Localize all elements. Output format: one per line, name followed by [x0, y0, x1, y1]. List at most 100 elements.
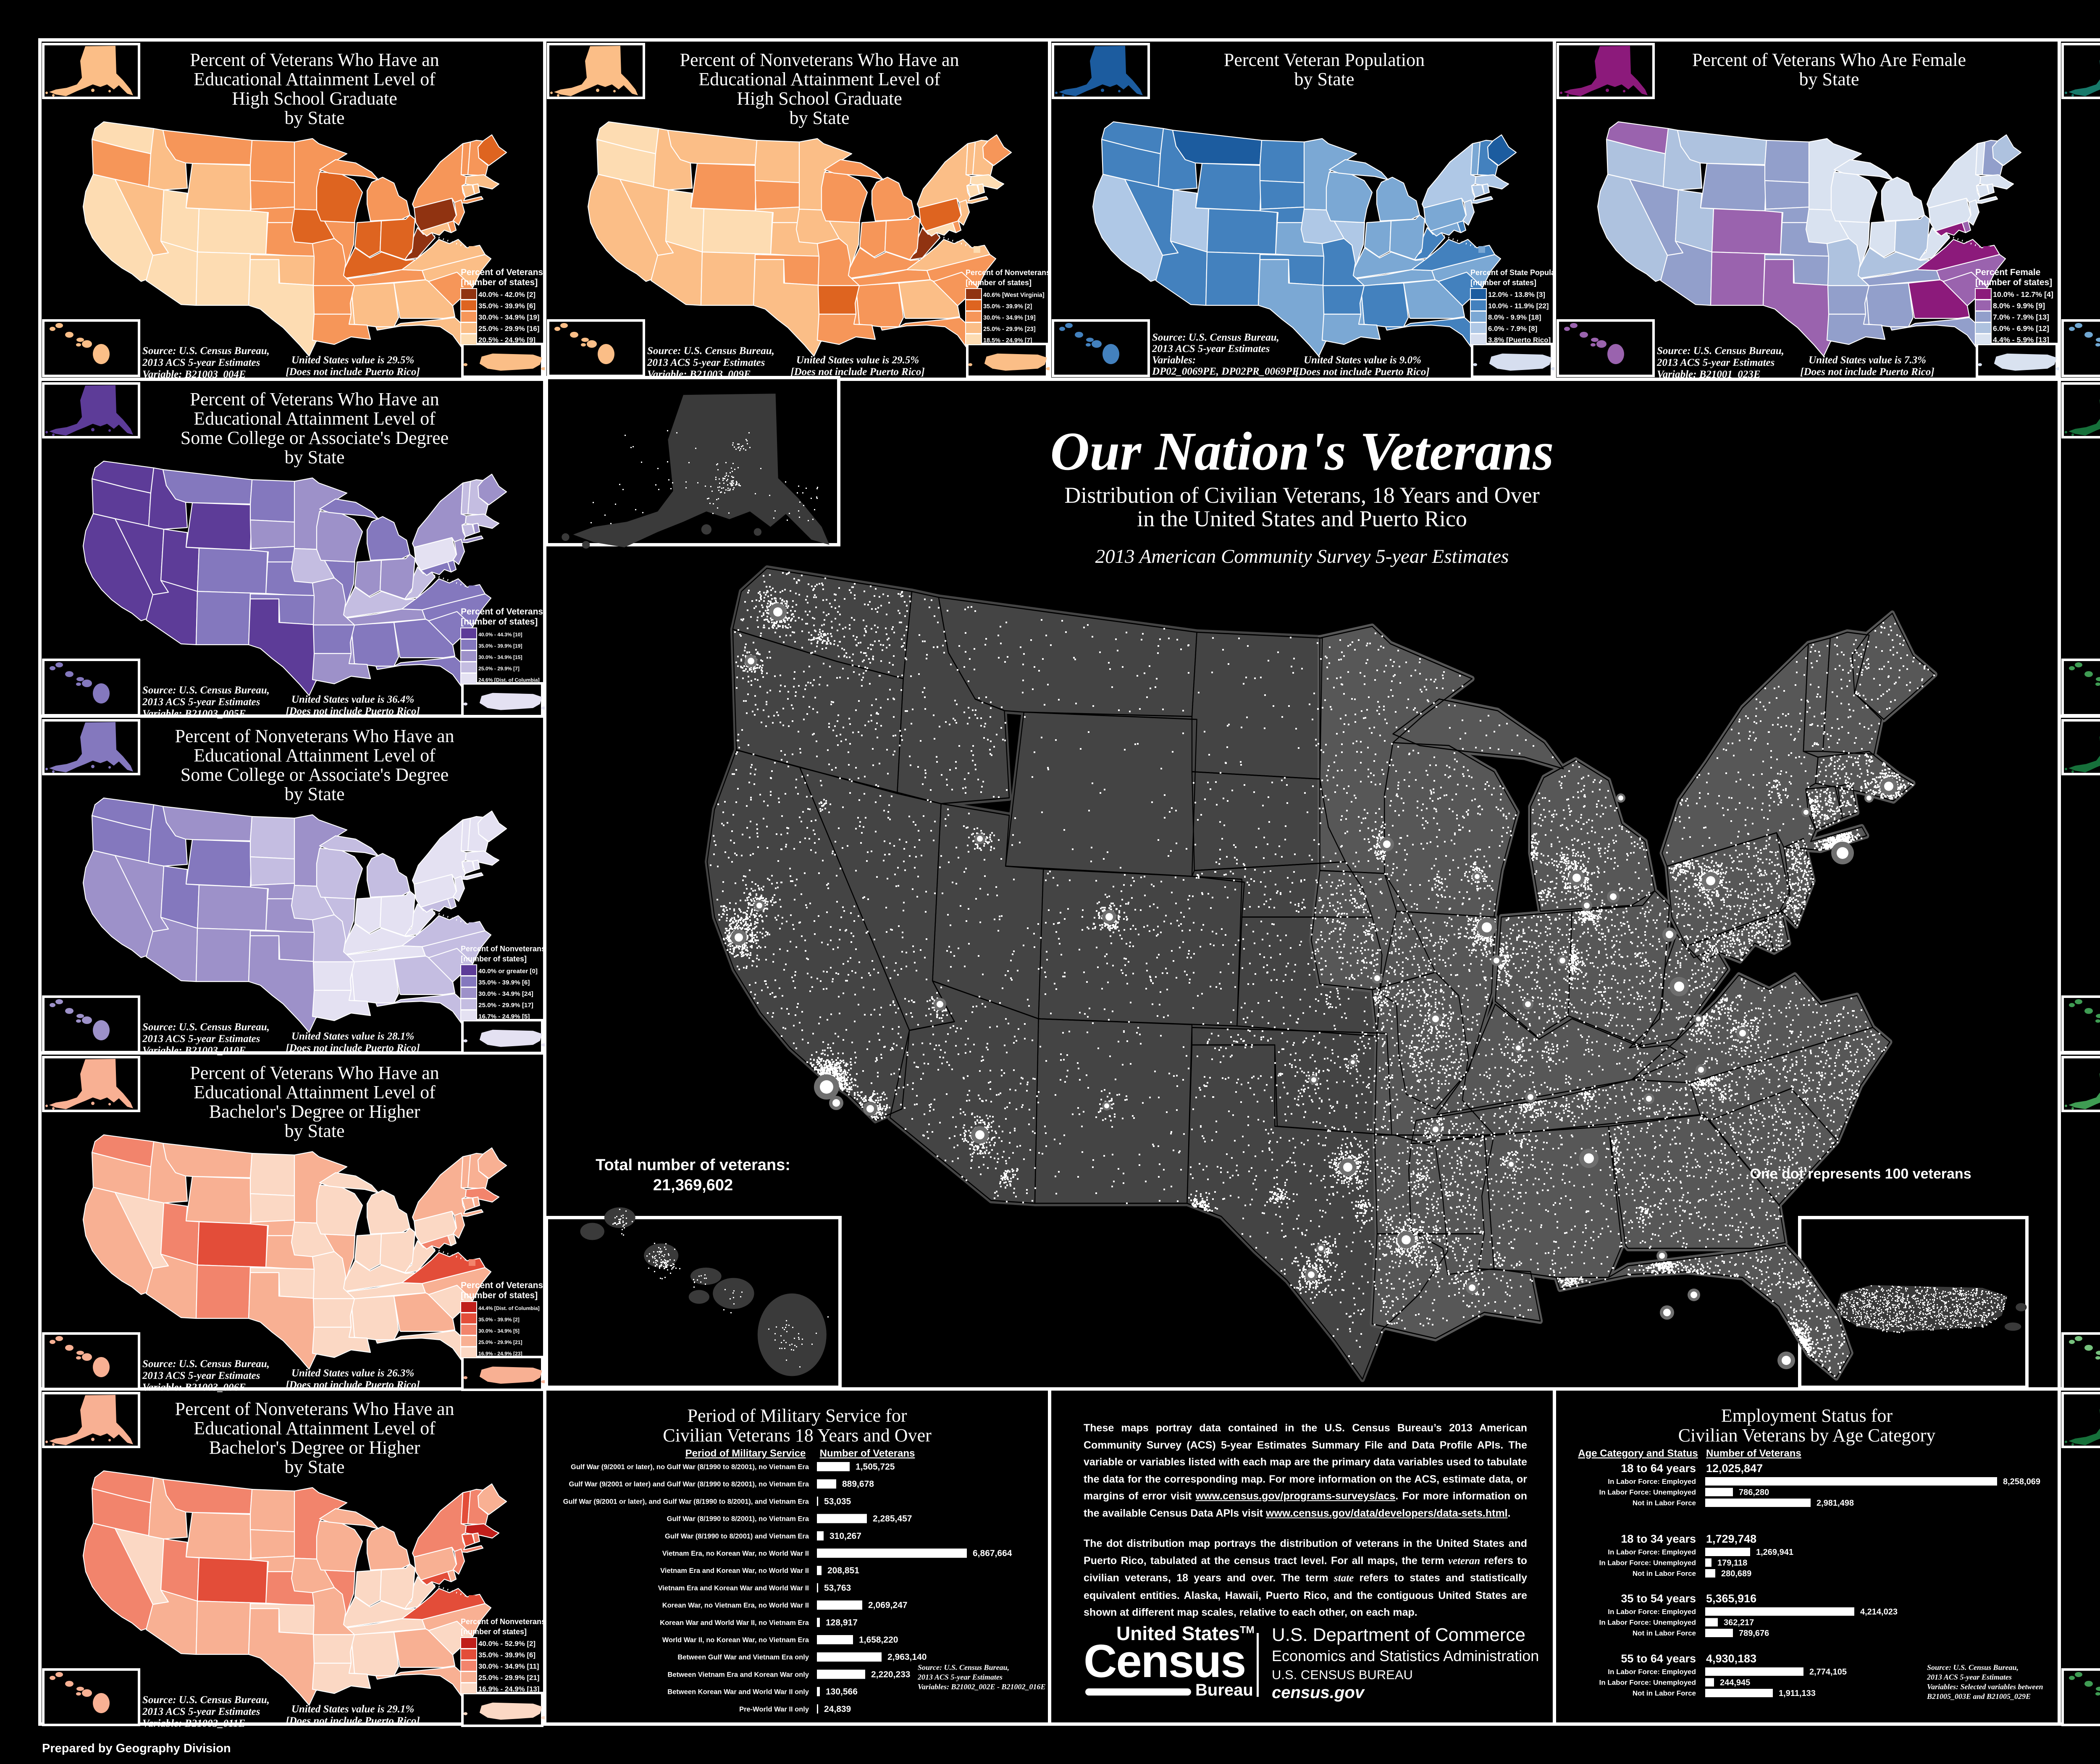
svg-text:35 to 54 years: 35 to 54 years: [1621, 1592, 1696, 1605]
svg-text:Variable: B21003_011E: Variable: B21003_011E: [142, 1718, 245, 1728]
svg-text:Gulf War (8/1990 to 8/2001), n: Gulf War (8/1990 to 8/2001), no Vietnam …: [667, 1515, 809, 1523]
svg-text:United States value is 29.1%: United States value is 29.1%: [291, 1704, 414, 1715]
svg-text:16.9% - 24.9% [13]: 16.9% - 24.9% [13]: [478, 1685, 539, 1693]
svg-text:40.6% [West Virginia]: 40.6% [West Virginia]: [983, 292, 1045, 299]
svg-text:One dot represents 100 veteran: One dot represents 100 veterans: [1750, 1166, 1971, 1182]
svg-text:310,267: 310,267: [830, 1531, 861, 1541]
svg-text:Percent of Nonveterans: Percent of Nonveterans: [966, 268, 1050, 277]
svg-text:25.0% - 29.9% [7]: 25.0% - 29.9% [7]: [478, 666, 520, 672]
svg-text:Vietnam Era, no Korean War, no: Vietnam Era, no Korean War, no World War…: [662, 1550, 809, 1557]
svg-text:35.0% - 39.9% [6]: 35.0% - 39.9% [6]: [478, 302, 536, 310]
svg-text:25.0% - 29.9% [21]: 25.0% - 29.9% [21]: [478, 1674, 539, 1682]
svg-text:2013 American Community Survey: 2013 American Community Survey 5-year Es…: [1095, 546, 1509, 567]
svg-text:Variables: Selected variables: Variables: Selected variables between: [1927, 1683, 2043, 1691]
svg-text:2,981,498: 2,981,498: [1816, 1499, 1854, 1508]
svg-text:7.0% - 7.9% [13]: 7.0% - 7.9% [13]: [1993, 313, 2049, 321]
svg-text:35.0% - 39.9% [19]: 35.0% - 39.9% [19]: [478, 643, 522, 649]
svg-text:18 to 34 years: 18 to 34 years: [1621, 1533, 1696, 1545]
svg-text:Total number of veterans:: Total number of veterans:: [596, 1156, 790, 1174]
svg-text:In Labor Force: Employed: In Labor Force: Employed: [1608, 1608, 1696, 1616]
svg-text:[number of states]: [number of states]: [461, 278, 538, 287]
svg-text:Source: U.S. Census Bureau,: Source: U.S. Census Bureau,: [142, 1358, 270, 1370]
svg-text:18 to 64 years: 18 to 64 years: [1621, 1462, 1696, 1475]
svg-text:Source: U.S. Census Bureau,: Source: U.S. Census Bureau,: [142, 1694, 270, 1706]
svg-text:[Does not include Puerto Rico]: [Does not include Puerto Rico]: [286, 706, 420, 717]
svg-text:Variable: B21003_005E: Variable: B21003_005E: [142, 708, 246, 719]
svg-text:889,678: 889,678: [842, 1479, 874, 1489]
svg-text:In Labor Force: Employed: In Labor Force: Employed: [1608, 1478, 1696, 1486]
svg-text:[number of states]: [number of states]: [461, 1628, 527, 1636]
svg-text:2013 ACS 5-year Estimates: 2013 ACS 5-year Estimates: [1656, 357, 1774, 368]
svg-text:1,269,941: 1,269,941: [1756, 1548, 1793, 1557]
svg-text:Source: U.S. Census Bureau,: Source: U.S. Census Bureau,: [1657, 345, 1784, 357]
svg-text:44.4% [Dist. of Columbia]: 44.4% [Dist. of Columbia]: [478, 1305, 540, 1311]
svg-text:53,035: 53,035: [824, 1496, 851, 1506]
svg-text:Employment Status for: Employment Status for: [1721, 1405, 1893, 1426]
svg-text:by State: by State: [285, 108, 345, 128]
svg-text:2013 ACS 5-year Estimates: 2013 ACS 5-year Estimates: [142, 357, 260, 368]
svg-text:[number of states]: [number of states]: [1975, 278, 2052, 287]
svg-text:Source: U.S. Census Bureau,: Source: U.S. Census Bureau,: [1927, 1663, 2019, 1672]
svg-text:[number of states]: [number of states]: [966, 278, 1032, 287]
svg-text:DP02_0069PE, DP02PR_0069PE: DP02_0069PE, DP02PR_0069PE: [1152, 366, 1299, 377]
svg-text:Gulf War (9/2001 or later), an: Gulf War (9/2001 or later), and Gulf War…: [563, 1498, 809, 1505]
svg-text:35.0% - 39.9% [6]: 35.0% - 39.9% [6]: [478, 1651, 536, 1659]
svg-text:10.0% - 12.7% [4]: 10.0% - 12.7% [4]: [1993, 290, 2053, 299]
svg-text:Percent of Veterans: Percent of Veterans: [461, 268, 543, 277]
svg-text:[number of states]: [number of states]: [461, 1291, 538, 1300]
svg-text:4,214,023: 4,214,023: [1860, 1607, 1898, 1617]
svg-text:Vietnam Era and Korean War and: Vietnam Era and Korean War and World War…: [658, 1584, 809, 1592]
svg-text:Educational Attainment Level o: Educational Attainment Level of: [194, 1418, 436, 1438]
svg-text:Bachelor's Degree or Higher: Bachelor's Degree or Higher: [209, 1437, 420, 1458]
svg-text:by State: by State: [1294, 69, 1354, 89]
svg-text:2013 ACS 5-year Estimates: 2013 ACS 5-year Estimates: [647, 357, 765, 368]
svg-text:6.0% - 6.9% [12]: 6.0% - 6.9% [12]: [1993, 324, 2049, 333]
svg-text:Our Nation's Veterans: Our Nation's Veterans: [1050, 421, 1554, 482]
svg-text:Korean War, no Vietnam Era, no: Korean War, no Vietnam Era, no World War…: [662, 1602, 809, 1609]
svg-text:Percent of Nonveterans: Percent of Nonveterans: [461, 945, 545, 953]
svg-text:2013 ACS 5-year Estimates: 2013 ACS 5-year Estimates: [917, 1673, 1003, 1681]
svg-text:2,069,247: 2,069,247: [868, 1601, 907, 1610]
svg-text:4.4% - 5.9% [13]: 4.4% - 5.9% [13]: [1993, 336, 2049, 344]
svg-text:In Labor Force: Employed: In Labor Force: Employed: [1608, 1548, 1696, 1556]
svg-text:Civilian Veterans by Age Categ: Civilian Veterans by Age Category: [1678, 1425, 1936, 1446]
svg-text:1,505,725: 1,505,725: [856, 1462, 895, 1472]
svg-text:30.0% - 34.9% [15]: 30.0% - 34.9% [15]: [478, 654, 522, 660]
svg-text:[Does not include Puerto Rico]: [Does not include Puerto Rico]: [286, 1042, 420, 1054]
svg-text:18.5% - 24.9% [7]: 18.5% - 24.9% [7]: [983, 337, 1032, 344]
svg-text:World War II, no Korean War, n: World War II, no Korean War, no Vietnam …: [662, 1636, 809, 1644]
svg-text:Period of Military Service: Period of Military Service: [685, 1448, 806, 1459]
svg-text:United States value is 29.5%: United States value is 29.5%: [796, 354, 919, 366]
svg-text:2013 ACS 5-year Estimates: 2013 ACS 5-year Estimates: [142, 1706, 260, 1717]
svg-text:Percent of Veterans Who Have a: Percent of Veterans Who Have an: [190, 50, 439, 70]
svg-text:Percent of State Population: Percent of State Population: [1470, 268, 1554, 277]
svg-text:2,963,140: 2,963,140: [887, 1652, 927, 1662]
svg-text:25.0% - 29.9% [21]: 25.0% - 29.9% [21]: [478, 1339, 522, 1345]
svg-text:Source: U.S. Census Bureau,: Source: U.S. Census Bureau,: [647, 345, 774, 357]
svg-text:30.0% - 34.9% [11]: 30.0% - 34.9% [11]: [478, 1662, 539, 1670]
svg-text:21,369,602: 21,369,602: [653, 1176, 733, 1194]
svg-text:Some College or Associate's De: Some College or Associate's Degree: [181, 764, 449, 785]
svg-text:Percent of Veterans: Percent of Veterans: [461, 1281, 543, 1290]
svg-text:Percent of Veterans: Percent of Veterans: [461, 607, 543, 617]
svg-text:244,945: 244,945: [1720, 1678, 1750, 1688]
svg-text:25.0% - 29.9% [23]: 25.0% - 29.9% [23]: [983, 326, 1036, 333]
svg-text:3.8% [Puerto Rico]: 3.8% [Puerto Rico]: [1488, 336, 1551, 344]
svg-text:8,258,069: 8,258,069: [2003, 1477, 2040, 1486]
svg-text:280,689: 280,689: [1721, 1569, 1751, 1578]
svg-text:In Labor Force: Unemployed: In Labor Force: Unemployed: [1599, 1619, 1696, 1627]
svg-text:16.9% - 24.9% [23]: 16.9% - 24.9% [23]: [478, 1351, 522, 1357]
svg-text:362,217: 362,217: [1724, 1618, 1754, 1628]
svg-text:8.0% - 9.9% [9]: 8.0% - 9.9% [9]: [1993, 302, 2045, 310]
svg-text:55 to 64 years: 55 to 64 years: [1621, 1652, 1696, 1665]
svg-text:2013 ACS 5-year Estimates: 2013 ACS 5-year Estimates: [142, 1370, 260, 1381]
svg-text:United States value is 29.5%: United States value is 29.5%: [291, 354, 414, 366]
svg-text:Gulf War (9/2001 or later) and: Gulf War (9/2001 or later) and Gulf War …: [569, 1480, 809, 1488]
svg-text:[number of states]: [number of states]: [461, 617, 538, 627]
svg-text:Educational Attainment Level o: Educational Attainment Level of: [194, 408, 436, 429]
svg-text:Source: U.S. Census Bureau,: Source: U.S. Census Bureau,: [918, 1663, 1009, 1672]
svg-text:40.0% - 42.0% [2]: 40.0% - 42.0% [2]: [478, 291, 536, 299]
svg-text:Vietnam Era and Korean War, no: Vietnam Era and Korean War, no World War…: [660, 1567, 809, 1575]
svg-text:In Labor Force: Unemployed: In Labor Force: Unemployed: [1599, 1559, 1696, 1567]
svg-text:Bachelor's Degree or Higher: Bachelor's Degree or Higher: [209, 1101, 420, 1122]
